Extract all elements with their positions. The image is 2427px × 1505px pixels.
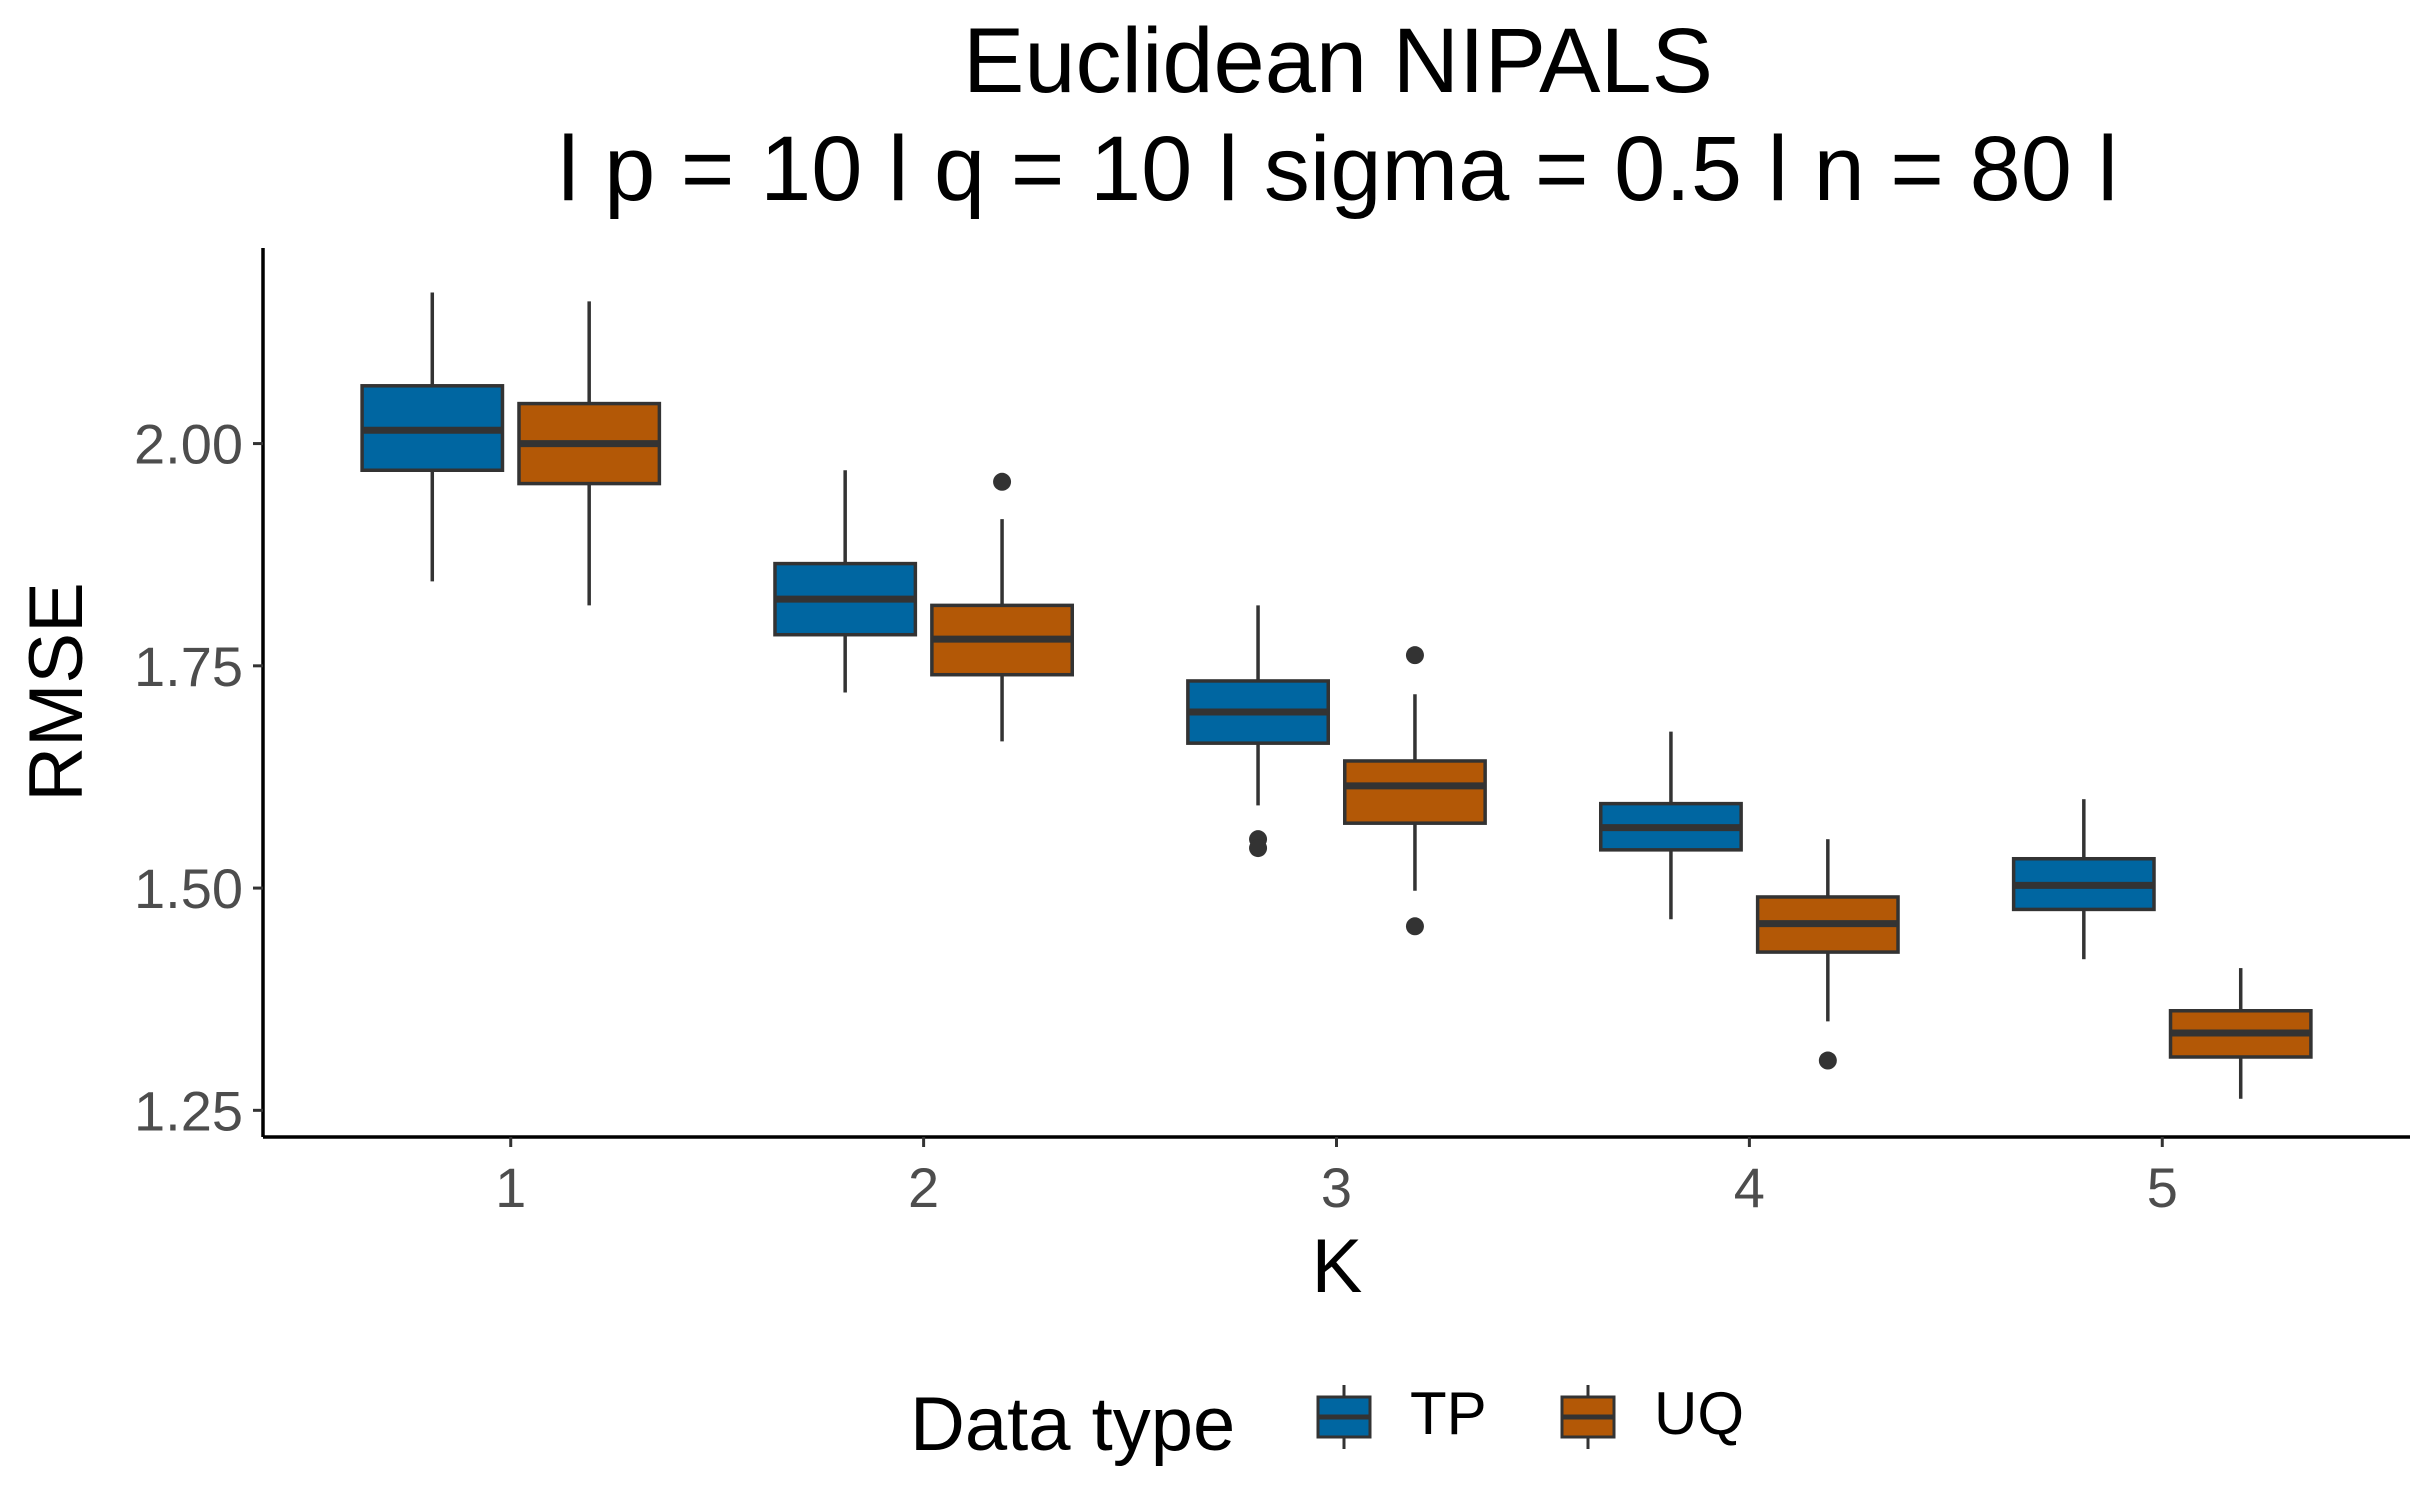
x-tick-label: 3 xyxy=(1321,1156,1352,1219)
legend-item-uq: UQ xyxy=(1560,1380,1744,1449)
chart-title: Euclidean NIPALS xyxy=(963,10,1713,112)
y-axis-ticks: 1.25 1.50 1.75 2.00 xyxy=(134,413,263,1142)
y-tick-label: 1.25 xyxy=(134,1079,243,1142)
box-tp-k4 xyxy=(1598,731,1743,920)
legend-item-tp: TP xyxy=(1316,1380,1487,1449)
box-uq-k3 xyxy=(1343,646,1487,936)
x-tick-label: 2 xyxy=(908,1156,939,1219)
legend: Data type TP UQ xyxy=(910,1380,1744,1467)
box-tp-k2 xyxy=(773,470,918,693)
plot-area xyxy=(360,292,2313,1099)
box-tp-k5 xyxy=(2011,799,2156,960)
box-uq-k4 xyxy=(1755,839,1900,1070)
outlier-point xyxy=(993,472,1012,491)
box-body xyxy=(1343,759,1487,825)
outlier-point xyxy=(1405,917,1424,936)
y-tick-label: 1.50 xyxy=(134,857,243,920)
box-uq-k2 xyxy=(930,472,1075,742)
chart-subtitle: l p = 10 l q = 10 l sigma = 0.5 l n = 80… xyxy=(558,118,2118,220)
box-tp-k3 xyxy=(1186,605,1330,858)
x-axis-ticks: 1 2 3 4 5 xyxy=(495,1137,2178,1219)
outlier-point xyxy=(1405,646,1424,665)
outlier-point xyxy=(1818,1051,1837,1070)
box-uq-k5 xyxy=(2168,968,2313,1099)
series-tp xyxy=(360,292,2156,960)
legend-title: Data type xyxy=(910,1382,1235,1467)
legend-label: UQ xyxy=(1654,1380,1744,1447)
y-tick-label: 1.75 xyxy=(134,635,243,698)
x-tick-label: 5 xyxy=(2147,1156,2178,1219)
box-uq-k1 xyxy=(517,301,662,606)
x-axis-title: K xyxy=(1312,1224,1363,1309)
series-uq xyxy=(517,301,2313,1099)
x-tick-label: 4 xyxy=(1734,1156,1765,1219)
box-tp-k1 xyxy=(360,292,505,582)
y-axis-title: RMSE xyxy=(14,582,99,802)
legend-items: TP UQ xyxy=(1316,1380,1744,1449)
x-tick-label: 1 xyxy=(495,1156,526,1219)
outlier-point xyxy=(1249,839,1268,858)
legend-label: TP xyxy=(1410,1380,1487,1447)
y-tick-label: 2.00 xyxy=(134,413,243,476)
